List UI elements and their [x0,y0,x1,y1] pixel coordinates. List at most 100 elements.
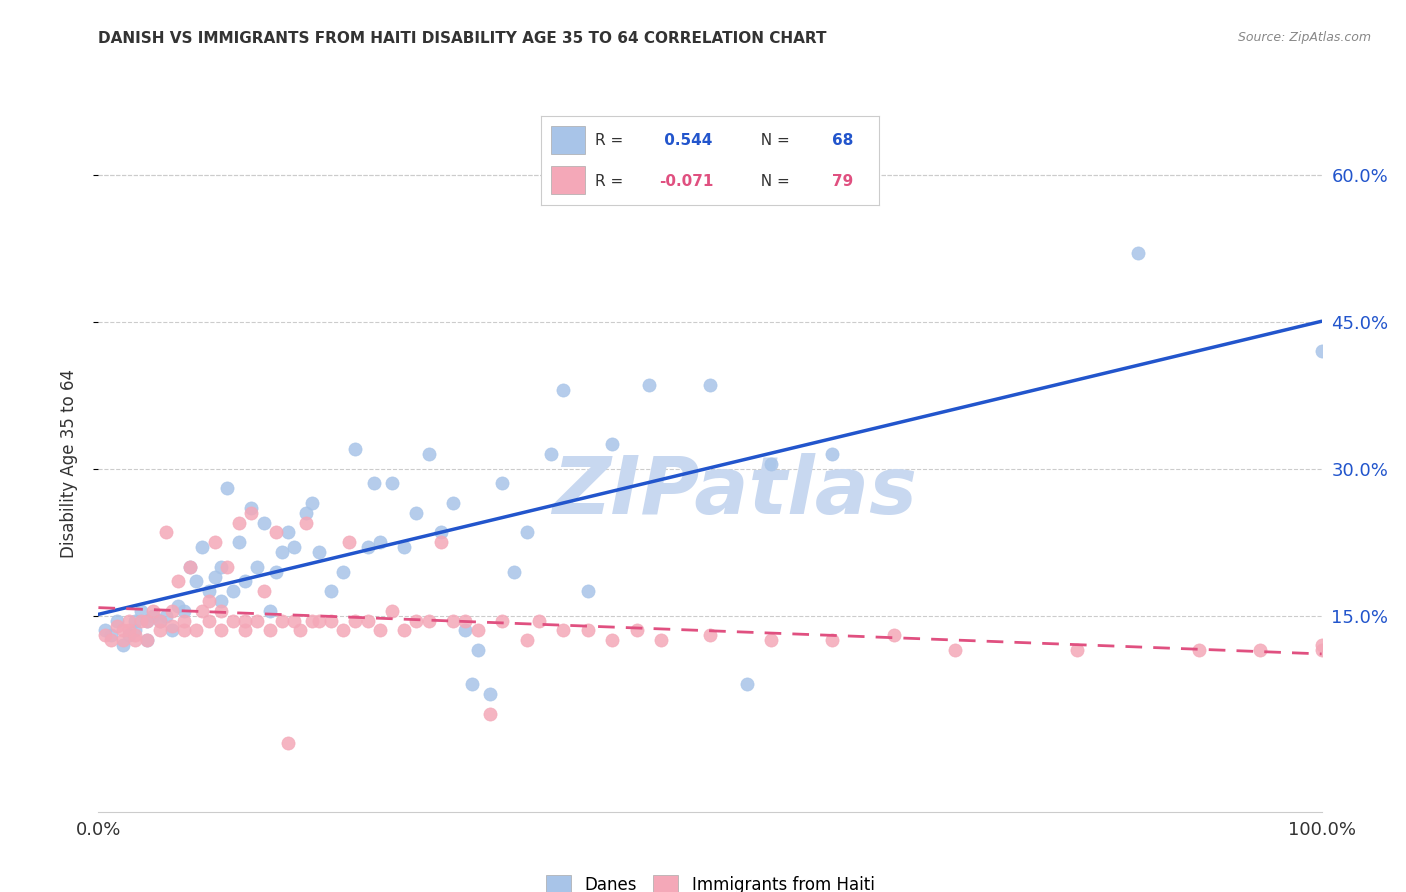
Point [222,584,245,599]
Point [368,535,391,549]
Point [699,628,721,642]
Point [179,559,201,574]
Text: 0.544: 0.544 [659,133,713,147]
Point [167,574,190,589]
Point [540,447,562,461]
Point [105,614,128,628]
Bar [551,126,585,154]
Point [454,614,477,628]
Point [124,633,146,648]
Point [430,535,453,549]
Point [233,614,256,628]
Legend: Danes, Immigrants from Haiti: Danes, Immigrants from Haiti [538,869,882,892]
Text: Source: ZipAtlas.com: Source: ZipAtlas.com [1237,31,1371,45]
Point [290,624,312,638]
Point [344,442,367,457]
Point [252,516,274,530]
Point [454,624,477,638]
Point [222,614,245,628]
Text: ZIPatlas: ZIPatlas [553,452,917,531]
Point [270,545,294,559]
Point [392,624,416,638]
Point [204,569,226,583]
Point [124,624,146,638]
Point [197,584,219,599]
Point [167,599,190,613]
Point [160,618,183,632]
Point [295,506,318,520]
Point [259,624,281,638]
Point [209,594,232,608]
Point [93,624,115,638]
Point [173,614,195,628]
Point [368,624,391,638]
Point [191,604,214,618]
Point [173,604,195,618]
Point [118,624,141,638]
Point [215,481,238,495]
Point [821,447,844,461]
Point [467,643,489,657]
Point [240,506,263,520]
Point [149,614,172,628]
Point [332,624,354,638]
Point [186,574,208,589]
Point [1188,643,1211,657]
Point [105,618,128,632]
Point [100,628,122,642]
Point [821,633,844,648]
Point [209,624,232,638]
Point [650,633,672,648]
Point [1310,643,1333,657]
Point [124,628,146,642]
Text: R =: R = [595,133,628,147]
Point [699,378,721,392]
Point [233,624,256,638]
Text: -0.071: -0.071 [659,174,714,188]
Point [191,540,214,554]
Point [283,614,305,628]
Point [441,496,464,510]
Point [418,447,440,461]
Point [204,535,226,549]
Point [515,525,537,540]
Point [155,525,177,540]
Point [308,614,330,628]
Point [1249,643,1271,657]
Point [356,614,378,628]
Point [259,604,281,618]
Point [332,565,354,579]
Point [295,516,318,530]
Point [735,677,758,691]
Point [246,559,269,574]
Text: DANISH VS IMMIGRANTS FROM HAITI DISABILITY AGE 35 TO 64 CORRELATION CHART: DANISH VS IMMIGRANTS FROM HAITI DISABILI… [98,31,827,46]
Point [100,633,122,648]
Point [160,624,183,638]
Point [136,614,159,628]
Point [136,633,159,648]
Point [111,638,134,652]
Point [111,624,134,638]
Y-axis label: Disability Age 35 to 64: Disability Age 35 to 64 [59,369,77,558]
Point [319,614,342,628]
Point [460,677,482,691]
Point [93,628,115,642]
Point [149,614,172,628]
Point [129,614,152,628]
Point [478,706,501,721]
Point [277,736,299,750]
Point [363,476,385,491]
Point [478,687,501,701]
Point [197,614,219,628]
Point [142,604,165,618]
Point [883,628,905,642]
Point [246,614,269,628]
Point [553,624,575,638]
Point [441,614,464,628]
Point [491,476,513,491]
Point [503,565,526,579]
Point [527,614,550,628]
Text: N =: N = [751,174,794,188]
Point [118,614,141,628]
Text: 68: 68 [831,133,853,147]
